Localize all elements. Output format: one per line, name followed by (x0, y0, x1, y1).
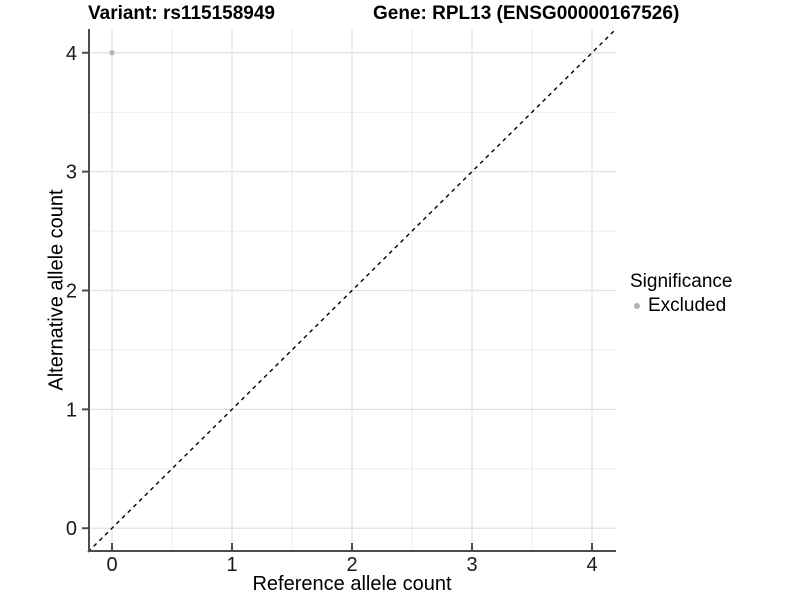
y-tick-label: 0 (66, 518, 77, 540)
plot-panel: 0 1 2 3 4 0 1 2 3 4 (66, 28, 617, 576)
plot-title-gene: Gene: RPL13 (ENSG00000167526) (373, 3, 680, 24)
plot-title-variant: Variant: rs115158949 (88, 3, 275, 24)
scatter-chart: 0 1 2 3 4 0 1 2 3 4 (66, 28, 617, 576)
x-tick-label: 0 (106, 554, 117, 576)
y-tick-label: 4 (66, 43, 77, 65)
x-tick-label: 2 (346, 554, 357, 576)
data-point (109, 50, 115, 56)
legend-item-label: Excluded (648, 295, 727, 316)
legend-point-icon (634, 303, 640, 309)
y-tick-label: 2 (66, 281, 77, 303)
x-tick-label: 4 (586, 554, 597, 576)
identity-reference-line (87, 28, 617, 553)
x-tick-label: 1 (226, 554, 237, 576)
x-tick-label: 3 (466, 554, 477, 576)
x-axis-title: Reference allele count (252, 573, 452, 595)
legend: Significance Excluded (630, 271, 732, 317)
y-tick-label: 3 (66, 162, 77, 184)
legend-item: Excluded (630, 295, 732, 317)
y-axis-title: Alternative allele count (45, 189, 68, 391)
legend-title: Significance (630, 271, 733, 292)
y-tick-label: 1 (66, 399, 77, 421)
